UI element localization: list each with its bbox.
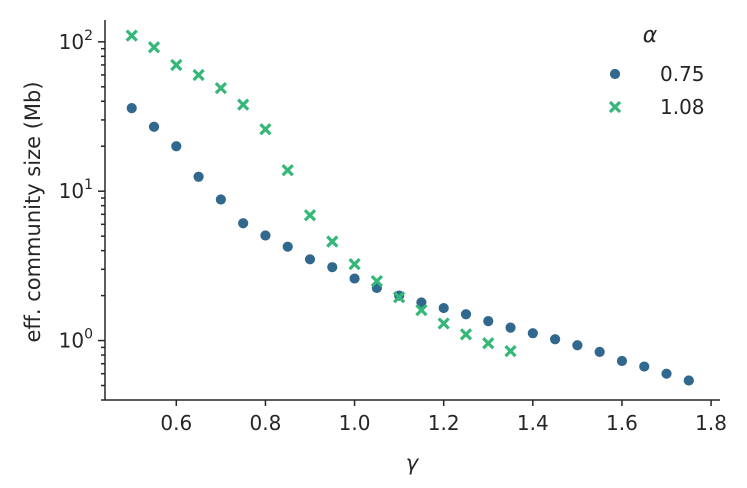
data-point bbox=[170, 140, 183, 153]
data-point bbox=[304, 253, 316, 266]
data-point bbox=[148, 120, 160, 133]
data-point bbox=[549, 333, 562, 346]
series-0.75 bbox=[125, 102, 695, 387]
data-point bbox=[460, 308, 472, 321]
data-point bbox=[392, 291, 406, 304]
data-point bbox=[459, 328, 473, 341]
data-point bbox=[526, 327, 539, 340]
data-point bbox=[370, 274, 383, 288]
data-point bbox=[147, 41, 161, 54]
x-tick-label: 1.6 bbox=[606, 411, 638, 435]
data-point bbox=[125, 29, 138, 42]
x-tick-label: 0.6 bbox=[160, 411, 192, 435]
data-point bbox=[214, 193, 227, 206]
data-point bbox=[682, 374, 695, 387]
data-point bbox=[571, 339, 584, 352]
data-point bbox=[237, 217, 250, 230]
x-tick-label: 1.8 bbox=[695, 411, 727, 435]
legend-title: α bbox=[643, 23, 658, 48]
data-point bbox=[237, 98, 250, 111]
data-point bbox=[504, 321, 517, 334]
data-point bbox=[259, 229, 272, 242]
data-point bbox=[348, 272, 361, 285]
axes bbox=[104, 20, 720, 401]
y-tick-label: 100 bbox=[59, 327, 93, 353]
data-point bbox=[259, 123, 272, 136]
y-tick-label: 101 bbox=[59, 177, 93, 203]
y-axis-label: eff. community size (Mb) bbox=[21, 81, 45, 342]
x-tick-label: 1.2 bbox=[428, 411, 460, 435]
data-point bbox=[593, 345, 606, 358]
y-tick-base: 10 bbox=[59, 30, 84, 54]
data-point bbox=[437, 317, 450, 330]
data-point bbox=[281, 240, 294, 253]
data-point bbox=[303, 209, 317, 222]
data-point bbox=[125, 102, 138, 115]
data-point bbox=[616, 355, 628, 367]
legend-entry-label: 1.08 bbox=[660, 95, 705, 119]
data-point bbox=[170, 58, 183, 72]
series-1.08 bbox=[125, 29, 517, 358]
data-point bbox=[214, 81, 228, 95]
x-tick-label: 1.4 bbox=[517, 411, 549, 435]
legend: α 0.75 1.08 bbox=[608, 23, 705, 119]
data-point bbox=[326, 235, 339, 248]
y-tick-base: 10 bbox=[59, 329, 84, 353]
x-axis-label: γ bbox=[406, 451, 420, 475]
y-tick-exponent: 1 bbox=[84, 177, 93, 193]
data-point bbox=[192, 68, 205, 82]
x-tick-label: 0.8 bbox=[250, 411, 282, 435]
data-point bbox=[482, 315, 495, 327]
data-point bbox=[638, 360, 651, 373]
legend-entry-label: 0.75 bbox=[660, 62, 705, 86]
x-tick-label: 1.0 bbox=[339, 411, 371, 435]
y-tick-exponent: 0 bbox=[84, 327, 93, 343]
data-point bbox=[482, 337, 495, 350]
data-point bbox=[281, 164, 294, 177]
data-point bbox=[504, 344, 517, 358]
legend-marker bbox=[608, 100, 622, 114]
y-tick-label: 102 bbox=[59, 28, 93, 54]
data-point bbox=[437, 302, 450, 314]
data-point bbox=[192, 170, 205, 183]
data-point bbox=[348, 257, 361, 271]
data-point bbox=[415, 303, 428, 317]
data-point bbox=[326, 261, 339, 274]
legend-marker bbox=[609, 68, 621, 80]
y-tick-exponent: 2 bbox=[84, 28, 93, 44]
y-tick-base: 10 bbox=[59, 179, 84, 203]
data-point bbox=[660, 367, 673, 380]
plot-area bbox=[125, 29, 695, 387]
